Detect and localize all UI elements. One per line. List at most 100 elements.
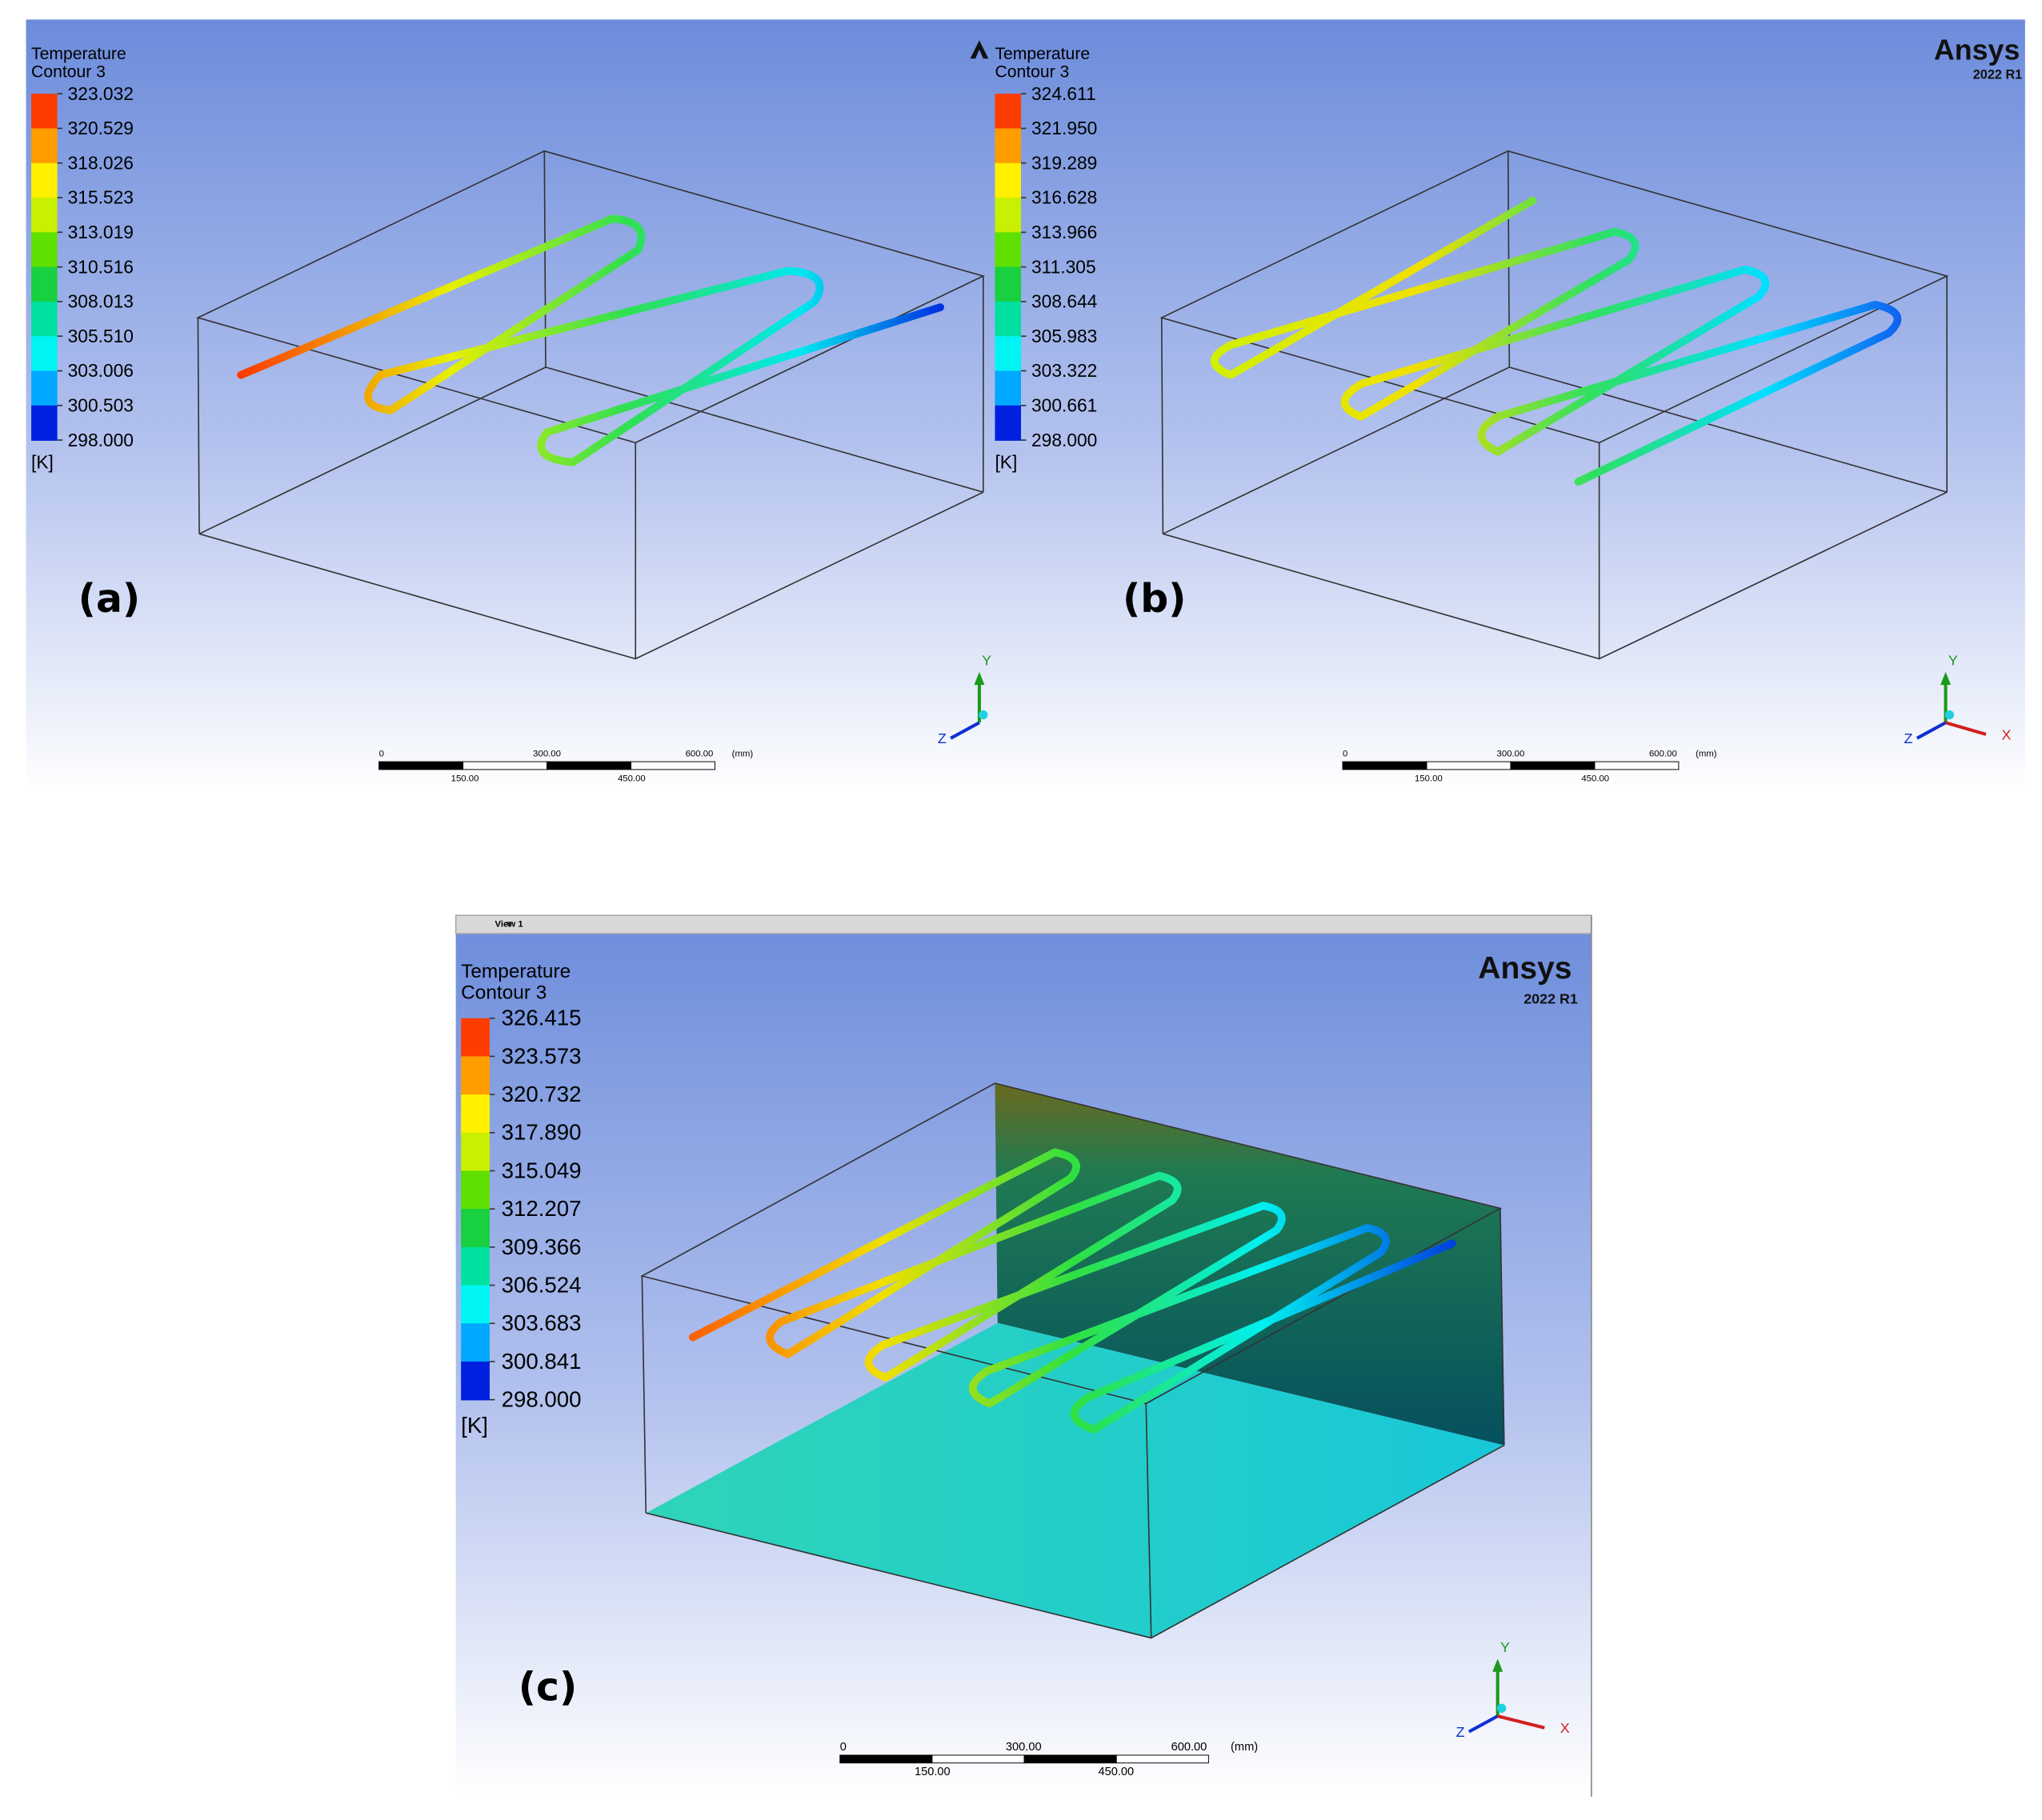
legend-value: 306.524 <box>502 1273 582 1298</box>
legend-swatch <box>31 162 58 198</box>
legend-swatch <box>995 162 1021 198</box>
legend-swatch <box>31 232 58 268</box>
axis-label: Z <box>1456 1724 1465 1740</box>
scale-segment <box>1115 1754 1209 1764</box>
scale-label: 300.00 <box>1497 749 1525 758</box>
axis-x <box>1944 721 1987 736</box>
scale-label: 150.00 <box>1415 774 1443 783</box>
legend-value: 312.207 <box>502 1196 582 1221</box>
scale-label: 450.00 <box>618 774 646 783</box>
legend-unit: [K] <box>461 1413 488 1438</box>
panel-label: (a) <box>78 576 141 622</box>
scale-label: (mm) <box>1696 749 1717 758</box>
floor-face <box>646 1322 1504 1638</box>
legend-value: 313.019 <box>68 222 134 242</box>
legend-value: 300.503 <box>68 394 134 415</box>
legend-swatch <box>995 266 1021 302</box>
scale-label: (mm) <box>732 749 754 758</box>
scale-label: 450.00 <box>1581 774 1609 783</box>
scale-label: 150.00 <box>915 1766 951 1778</box>
scale-segment <box>378 761 464 770</box>
panel-label: (c) <box>519 1665 578 1710</box>
panel-label: (b) <box>1123 576 1187 622</box>
scale-segment <box>1510 761 1596 770</box>
legend-value: 316.628 <box>1031 187 1097 208</box>
axis-label: X <box>2002 726 2012 742</box>
legend-swatch <box>461 1209 490 1248</box>
legend-swatch <box>461 1094 490 1134</box>
axis-arrow <box>1940 671 1952 686</box>
scale-segment <box>1426 761 1511 770</box>
legend-title: Temperature <box>31 45 126 63</box>
legend-value: 298.000 <box>1031 430 1097 450</box>
legend-value: 319.289 <box>1031 152 1097 173</box>
legend-swatch <box>461 1246 490 1286</box>
scale-segment <box>547 761 632 770</box>
legend-value: 311.305 <box>1031 256 1096 277</box>
legend-title: Temperature <box>995 45 1090 63</box>
axis-label: Y <box>982 653 991 669</box>
axis-arrow <box>974 671 985 686</box>
legend-title: Contour 3 <box>995 63 1069 82</box>
legend-swatch <box>461 1361 490 1401</box>
legend-swatch <box>31 370 58 406</box>
legend-swatch <box>995 336 1021 372</box>
legend-unit: [K] <box>31 451 54 472</box>
legend-swatch <box>461 1018 490 1058</box>
scale-segment <box>931 1754 1025 1764</box>
legend-swatch <box>461 1132 490 1172</box>
legend-value: 305.510 <box>68 326 134 346</box>
scale-label: 150.00 <box>451 774 479 783</box>
legend-swatch <box>461 1170 490 1210</box>
legend-value: 303.006 <box>68 360 134 381</box>
logo-name: Ansys <box>1934 34 2020 66</box>
pipe-c <box>688 1148 1456 1434</box>
legend-value: 298.000 <box>68 430 134 450</box>
axis-z <box>1467 1714 1499 1734</box>
legend-swatch <box>995 232 1021 268</box>
legend-value: 309.366 <box>502 1234 582 1259</box>
scale-label: 450.00 <box>1098 1766 1134 1778</box>
legend-swatch <box>31 128 58 164</box>
box-c <box>640 1082 1505 1639</box>
legend-title: Contour 3 <box>31 63 106 82</box>
scale-segment <box>1023 1754 1117 1764</box>
logo-version: 2022 R1 <box>1523 991 1578 1007</box>
legend-value: 300.841 <box>502 1349 582 1374</box>
axis-z <box>950 721 980 740</box>
scale-label: 600.00 <box>1649 749 1677 758</box>
axis-origin <box>979 710 988 720</box>
legend-swatch <box>461 1285 490 1325</box>
legend-value: 326.415 <box>502 1006 582 1030</box>
axis-origin <box>1944 710 1955 720</box>
legend-swatch <box>995 94 1021 130</box>
legend-swatch <box>461 1056 490 1095</box>
scale-label: 0 <box>379 749 384 758</box>
scale-label: 600.00 <box>686 749 714 758</box>
axis-label: Z <box>938 730 947 746</box>
legend-value: 321.950 <box>1031 118 1097 138</box>
scale-segment <box>462 761 548 770</box>
axis-z <box>1916 721 1947 740</box>
axis-label: Y <box>1948 653 1958 669</box>
legend-value: 310.516 <box>68 256 134 277</box>
legend-value: 303.322 <box>1031 360 1097 381</box>
legend-value: 308.013 <box>68 291 134 312</box>
legend-value: 303.683 <box>502 1310 582 1335</box>
back-face <box>995 1083 1504 1446</box>
axis-x <box>1497 1714 1545 1730</box>
legend-value: 315.049 <box>502 1158 582 1182</box>
scale-label: (mm) <box>1231 1741 1258 1754</box>
legend-value: 308.644 <box>1031 291 1097 312</box>
legend-swatch <box>31 266 58 302</box>
scale-label: 0 <box>840 1741 847 1754</box>
legend-swatch <box>31 198 58 234</box>
dropdown-arrow[interactable] <box>505 922 514 927</box>
logo-name: Ansys <box>1478 951 1572 986</box>
legend-swatch <box>995 198 1021 234</box>
legend-title: Temperature <box>461 961 571 982</box>
legend-swatch <box>995 301 1021 338</box>
legend-value: 315.523 <box>68 187 134 208</box>
legend-value: 313.966 <box>1031 222 1097 242</box>
